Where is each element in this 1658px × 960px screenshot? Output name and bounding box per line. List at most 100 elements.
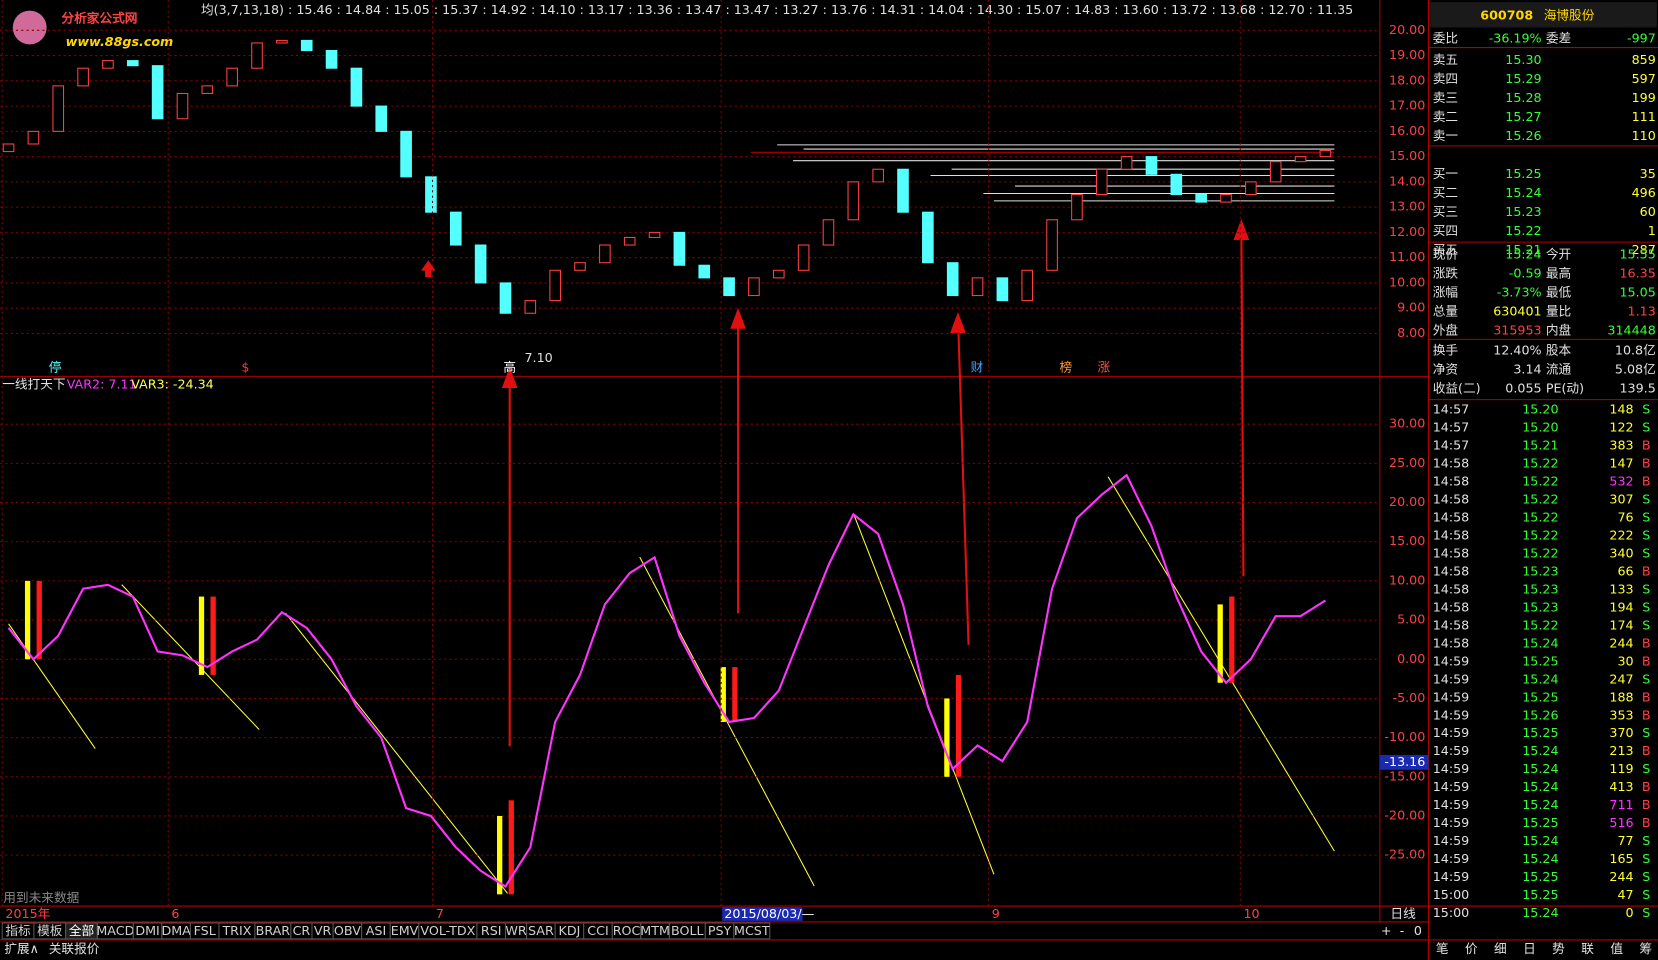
candle	[872, 168, 884, 183]
candle	[126, 60, 139, 67]
candle	[1294, 156, 1307, 163]
trade-time: 14:58	[1433, 617, 1470, 632]
tool-button[interactable]: +	[1381, 923, 1392, 938]
trade-price: 15.22	[1522, 546, 1558, 561]
trade-time: 14:58	[1433, 635, 1470, 650]
trade-volume: 532	[1609, 474, 1633, 489]
candle	[1095, 168, 1108, 196]
trade-time: 14:58	[1433, 492, 1470, 507]
tab-label: SAR	[528, 923, 554, 938]
stat: -3.73%	[1497, 284, 1542, 299]
y-tick-label: -25.00	[1384, 847, 1425, 862]
book-label: 卖二	[1433, 109, 1458, 124]
tab-label: MACD	[96, 923, 134, 938]
tab[interactable]	[733, 922, 771, 940]
candle	[1071, 193, 1083, 221]
y-tick-label: 20.00	[1389, 494, 1425, 509]
stat: 最高	[1546, 265, 1571, 280]
stat: -0.59	[1509, 265, 1542, 280]
trade-price: 15.20	[1522, 402, 1558, 417]
note: 用到未来数据	[3, 890, 79, 905]
book-price: 15.27	[1505, 109, 1541, 124]
side-tab[interactable]: 笔	[1436, 941, 1449, 956]
y-tick-label: 12.00	[1389, 224, 1425, 239]
date-highlight	[722, 907, 803, 921]
book-price: 15.24	[1505, 185, 1541, 200]
trade-price: 15.24	[1522, 833, 1558, 848]
trade-time: 14:58	[1433, 510, 1470, 525]
side-tab[interactable]: 势	[1552, 941, 1565, 956]
book-label: 买二	[1433, 185, 1458, 200]
ma-header: 均(3,7,13,18) : 15.46 : 14.84 : 15.05 : 1…	[201, 2, 1353, 17]
event-marker: 涨	[1098, 359, 1111, 374]
trade-price: 15.22	[1522, 617, 1558, 632]
candle	[499, 282, 512, 314]
side-tab[interactable]: 筹	[1639, 941, 1652, 956]
book-label: 卖四	[1433, 71, 1458, 86]
side-tab[interactable]: 日	[1523, 941, 1536, 956]
trade-volume: 222	[1609, 528, 1633, 543]
tool-button[interactable]: -	[1400, 923, 1405, 938]
candle	[102, 60, 114, 69]
trade-side: S	[1642, 546, 1650, 561]
trade-side: S	[1642, 617, 1650, 632]
signal-bar-yellow	[497, 815, 503, 895]
candle	[325, 49, 338, 69]
trade-time: 14:59	[1433, 671, 1470, 686]
y-tick-label: 30.00	[1389, 416, 1425, 431]
y-tick-label: 10.00	[1389, 572, 1425, 587]
trade-volume: 133	[1609, 581, 1633, 596]
logo-name: 分析家公式网	[61, 11, 137, 26]
order-ratio: 委比	[1433, 31, 1458, 46]
trade-side: S	[1642, 510, 1650, 525]
trade-time: 14:59	[1433, 653, 1470, 668]
trade-time: 14:59	[1433, 743, 1470, 758]
trade-price: 15.24	[1522, 779, 1558, 794]
trade-volume: 77	[1617, 833, 1633, 848]
trade-time: 14:58	[1433, 474, 1470, 489]
tab-label: OBV	[334, 923, 361, 938]
stat: 收益(二)	[1433, 381, 1481, 396]
signal-bar-yellow	[720, 667, 726, 722]
side-tab[interactable]: 联	[1581, 941, 1594, 956]
y-tick-label: 10.00	[1389, 274, 1425, 289]
signal-bar-yellow	[198, 596, 205, 675]
side-tab[interactable]: 值	[1610, 941, 1623, 956]
trade-time: 14:57	[1433, 402, 1470, 417]
footer-tab[interactable]: 关联报价	[49, 941, 100, 956]
order-ratio: -997	[1627, 31, 1656, 46]
trade-price: 15.22	[1522, 510, 1558, 525]
trade-time: 14:58	[1433, 563, 1470, 578]
event-marker: 榜	[1059, 359, 1072, 374]
book-price: 15.22	[1505, 223, 1541, 238]
y-tick-label: 17.00	[1389, 98, 1425, 113]
trade-price: 15.22	[1522, 456, 1558, 471]
date-label: 9	[992, 906, 1000, 921]
candle	[27, 130, 40, 145]
stat: 630401	[1493, 303, 1541, 318]
trade-volume: 307	[1609, 492, 1633, 507]
book-volume: 199	[1632, 90, 1656, 105]
tab-label: BOLL	[671, 923, 704, 938]
trade-volume: 711	[1609, 797, 1633, 812]
trade-volume: 516	[1609, 815, 1633, 830]
candle	[574, 262, 586, 271]
trade-time: 14:58	[1433, 581, 1470, 596]
side-tab[interactable]: 价	[1465, 941, 1478, 956]
book-price: 15.23	[1505, 204, 1541, 219]
trade-price: 15.25	[1522, 653, 1558, 668]
candle	[847, 181, 860, 221]
y-tick-label: 11.00	[1389, 249, 1425, 264]
signal-bar-red	[732, 667, 738, 722]
footer-tab[interactable]: 扩展∧	[4, 941, 39, 956]
trade-side: B	[1642, 815, 1651, 830]
trade-time: 14:59	[1433, 833, 1470, 848]
book-price: 15.25	[1505, 166, 1541, 181]
candle	[1319, 150, 1332, 158]
candle	[698, 264, 711, 279]
trade-time: 14:59	[1433, 797, 1470, 812]
trade-price: 15.25	[1522, 887, 1558, 902]
trade-volume: 244	[1609, 635, 1633, 650]
tool-button[interactable]: 0	[1414, 923, 1422, 938]
side-tab[interactable]: 细	[1494, 941, 1507, 956]
